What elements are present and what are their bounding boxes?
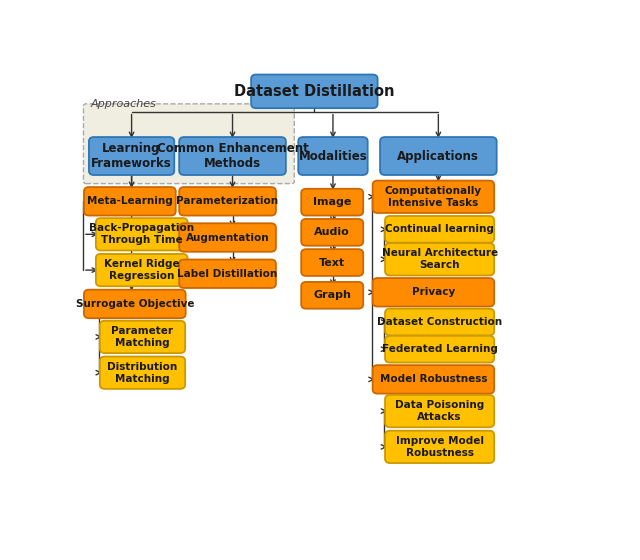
FancyBboxPatch shape — [372, 278, 494, 306]
FancyBboxPatch shape — [385, 336, 494, 362]
Text: Federated Learning: Federated Learning — [381, 344, 497, 354]
Text: Back-Propagation
Through Time: Back-Propagation Through Time — [89, 223, 195, 245]
FancyBboxPatch shape — [385, 216, 494, 242]
Text: Data Poisoning
Attacks: Data Poisoning Attacks — [395, 400, 484, 422]
FancyBboxPatch shape — [298, 137, 367, 175]
FancyBboxPatch shape — [179, 259, 276, 288]
FancyBboxPatch shape — [301, 219, 364, 246]
Text: Dataset Construction: Dataset Construction — [377, 317, 502, 327]
Text: Meta-Learning: Meta-Learning — [87, 197, 173, 206]
FancyBboxPatch shape — [179, 223, 276, 252]
FancyBboxPatch shape — [251, 74, 378, 108]
Text: Applications: Applications — [397, 150, 479, 162]
Text: Graph: Graph — [313, 290, 351, 300]
Text: Augmentation: Augmentation — [186, 232, 269, 242]
FancyBboxPatch shape — [83, 104, 294, 184]
Text: Dataset Distillation: Dataset Distillation — [234, 84, 395, 99]
Text: Model Robustness: Model Robustness — [380, 375, 487, 384]
FancyBboxPatch shape — [179, 137, 286, 175]
FancyBboxPatch shape — [301, 282, 364, 309]
FancyBboxPatch shape — [100, 321, 185, 353]
Text: Improve Model
Robustness: Improve Model Robustness — [396, 436, 484, 458]
Text: Privacy: Privacy — [412, 287, 455, 297]
Text: Distribution
Matching: Distribution Matching — [108, 362, 178, 384]
FancyBboxPatch shape — [96, 218, 188, 250]
FancyBboxPatch shape — [385, 243, 494, 276]
Text: Parameter
Matching: Parameter Matching — [111, 326, 173, 348]
FancyBboxPatch shape — [385, 395, 494, 427]
Text: Text: Text — [319, 258, 345, 268]
Text: Continual learning: Continual learning — [385, 225, 494, 234]
FancyBboxPatch shape — [372, 365, 494, 394]
Text: Computationally
Intensive Tasks: Computationally Intensive Tasks — [385, 186, 482, 208]
FancyBboxPatch shape — [301, 189, 364, 216]
FancyBboxPatch shape — [385, 431, 494, 463]
Text: Learning
Frameworks: Learning Frameworks — [92, 142, 172, 170]
Text: Kernel Ridge
Regression: Kernel Ridge Regression — [104, 259, 180, 281]
FancyBboxPatch shape — [100, 357, 185, 389]
Text: Modalities: Modalities — [299, 150, 367, 162]
FancyBboxPatch shape — [301, 249, 364, 276]
Text: Surrogate Objective: Surrogate Objective — [76, 299, 194, 309]
Text: Approaches: Approaches — [91, 99, 157, 109]
Text: Neural Architecture
Search: Neural Architecture Search — [381, 249, 498, 270]
FancyBboxPatch shape — [96, 254, 188, 286]
FancyBboxPatch shape — [179, 187, 276, 216]
FancyBboxPatch shape — [372, 181, 494, 213]
FancyBboxPatch shape — [84, 187, 176, 216]
FancyBboxPatch shape — [84, 290, 186, 318]
Text: Label Distillation: Label Distillation — [177, 269, 278, 279]
FancyBboxPatch shape — [380, 137, 497, 175]
FancyBboxPatch shape — [385, 309, 494, 335]
Text: Image: Image — [313, 197, 351, 207]
FancyBboxPatch shape — [89, 137, 174, 175]
Text: Common Enhancement
Methods: Common Enhancement Methods — [157, 142, 308, 170]
Text: Audio: Audio — [314, 227, 350, 237]
Text: Parameterization: Parameterization — [177, 197, 278, 206]
